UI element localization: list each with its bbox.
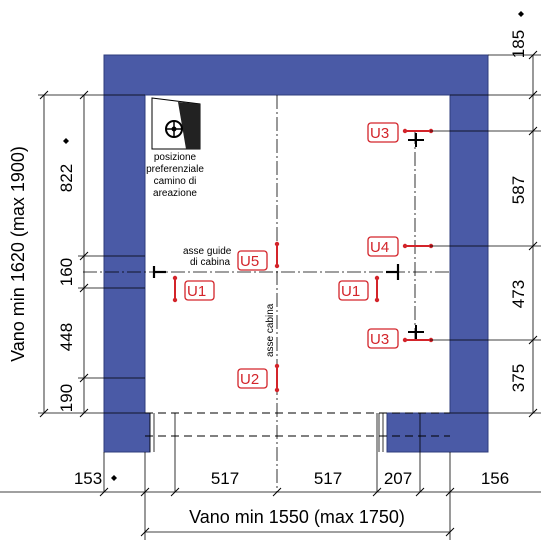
vent-note-line-2: preferenziale [146, 164, 204, 175]
label-u4: U4 [370, 239, 389, 256]
dim-160: 160 [57, 258, 76, 286]
markers [172, 128, 434, 393]
dim-207: 207 [384, 469, 412, 488]
diamond-icon [518, 11, 524, 17]
right-dimensions: 185 587 473 375 [430, 11, 541, 418]
label-u1-right: U1 [341, 283, 360, 300]
vent-symbol: posizione preferenziale camino di areazi… [146, 97, 204, 199]
dim-448: 448 [57, 323, 76, 351]
guide-axis-note-2: di cabina [190, 257, 230, 268]
guide-rail-symbols [152, 133, 424, 339]
dim-156: 156 [481, 469, 509, 488]
dim-473: 473 [509, 280, 528, 308]
dim-587: 587 [509, 176, 528, 204]
dim-822: 822 [57, 164, 76, 192]
dim-517-left: 517 [211, 469, 239, 488]
cabin-axis-note: asse cabina [265, 303, 276, 357]
vent-note-line-1: posizione [154, 152, 197, 163]
dim-517-right: 517 [314, 469, 342, 488]
label-u3-top: U3 [370, 125, 389, 142]
label-u2: U2 [240, 371, 259, 388]
marker-labels: U5 U2 U1 U1 U3 U4 U3 [184, 122, 399, 389]
dim-190: 190 [57, 384, 76, 412]
dim-vano-width: Vano min 1550 (max 1750) [189, 507, 405, 527]
label-u1-left: U1 [187, 283, 206, 300]
dim-vano-height: Vano min 1620 (max 1900) [8, 146, 28, 362]
vent-note-line-3: camino di [154, 176, 197, 187]
dim-375: 375 [509, 364, 528, 392]
fan-icon [165, 120, 183, 138]
left-dimensions: Vano min 1620 (max 1900) 822 160 448 190 [8, 90, 145, 418]
label-u5: U5 [240, 253, 259, 270]
diamond-icon [63, 138, 69, 144]
label-u3-bottom: U3 [370, 331, 389, 348]
dim-185: 185 [509, 30, 528, 58]
guide-axis-note-1: asse guide [183, 246, 232, 257]
diamond-icon [111, 475, 117, 481]
dim-153: 153 [74, 469, 102, 488]
bottom-dimensions: 153 517 517 207 156 Vano min 1550 (max 1… [0, 413, 541, 540]
shaft-interior [83, 95, 450, 492]
vent-note-line-4: areazione [153, 188, 197, 199]
